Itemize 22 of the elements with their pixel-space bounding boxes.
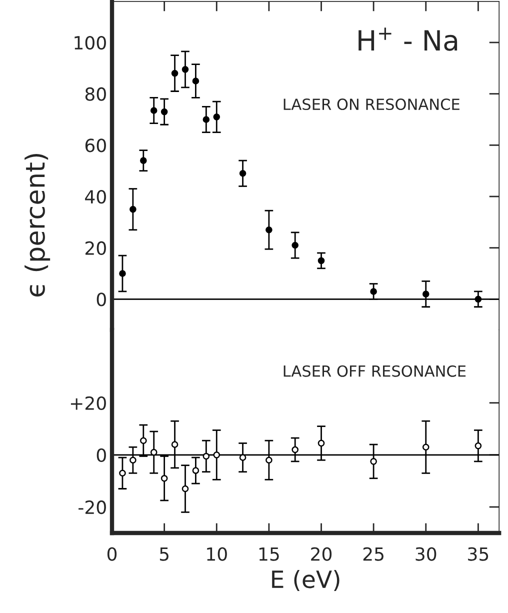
y-tick-label: 80 <box>85 87 106 101</box>
x-tick-label: 15 <box>259 547 279 561</box>
y-tick-label: 40 <box>85 190 106 204</box>
y-tick-label: 20 <box>86 241 106 255</box>
x-tick-label: 0 <box>107 547 117 561</box>
x-tick-label: 20 <box>311 547 332 561</box>
y-tick-label: -20 <box>78 500 106 514</box>
y-axis-title: ϵ (percent) <box>24 154 50 297</box>
y-tick-label: 0 <box>96 292 106 306</box>
x-tick-label: 30 <box>416 547 436 561</box>
y-tick-label: 100 <box>74 36 106 50</box>
x-axis-title: E (eV) <box>272 570 340 591</box>
x-tick-label: 35 <box>468 547 488 561</box>
y-tick-label: 60 <box>85 138 106 152</box>
annotation: H$^{+}$ - Na <box>358 28 458 51</box>
x-tick-label: 10 <box>207 547 227 561</box>
y-tick-label: 0 <box>96 448 106 462</box>
annotation: LASER OFF RESONANCE <box>284 365 466 377</box>
annotation: LASER ON RESONANCE <box>284 98 460 110</box>
y-tick-label: +20 <box>70 396 106 410</box>
x-tick-label: 5 <box>160 547 168 561</box>
x-tick-label: 25 <box>363 547 384 561</box>
